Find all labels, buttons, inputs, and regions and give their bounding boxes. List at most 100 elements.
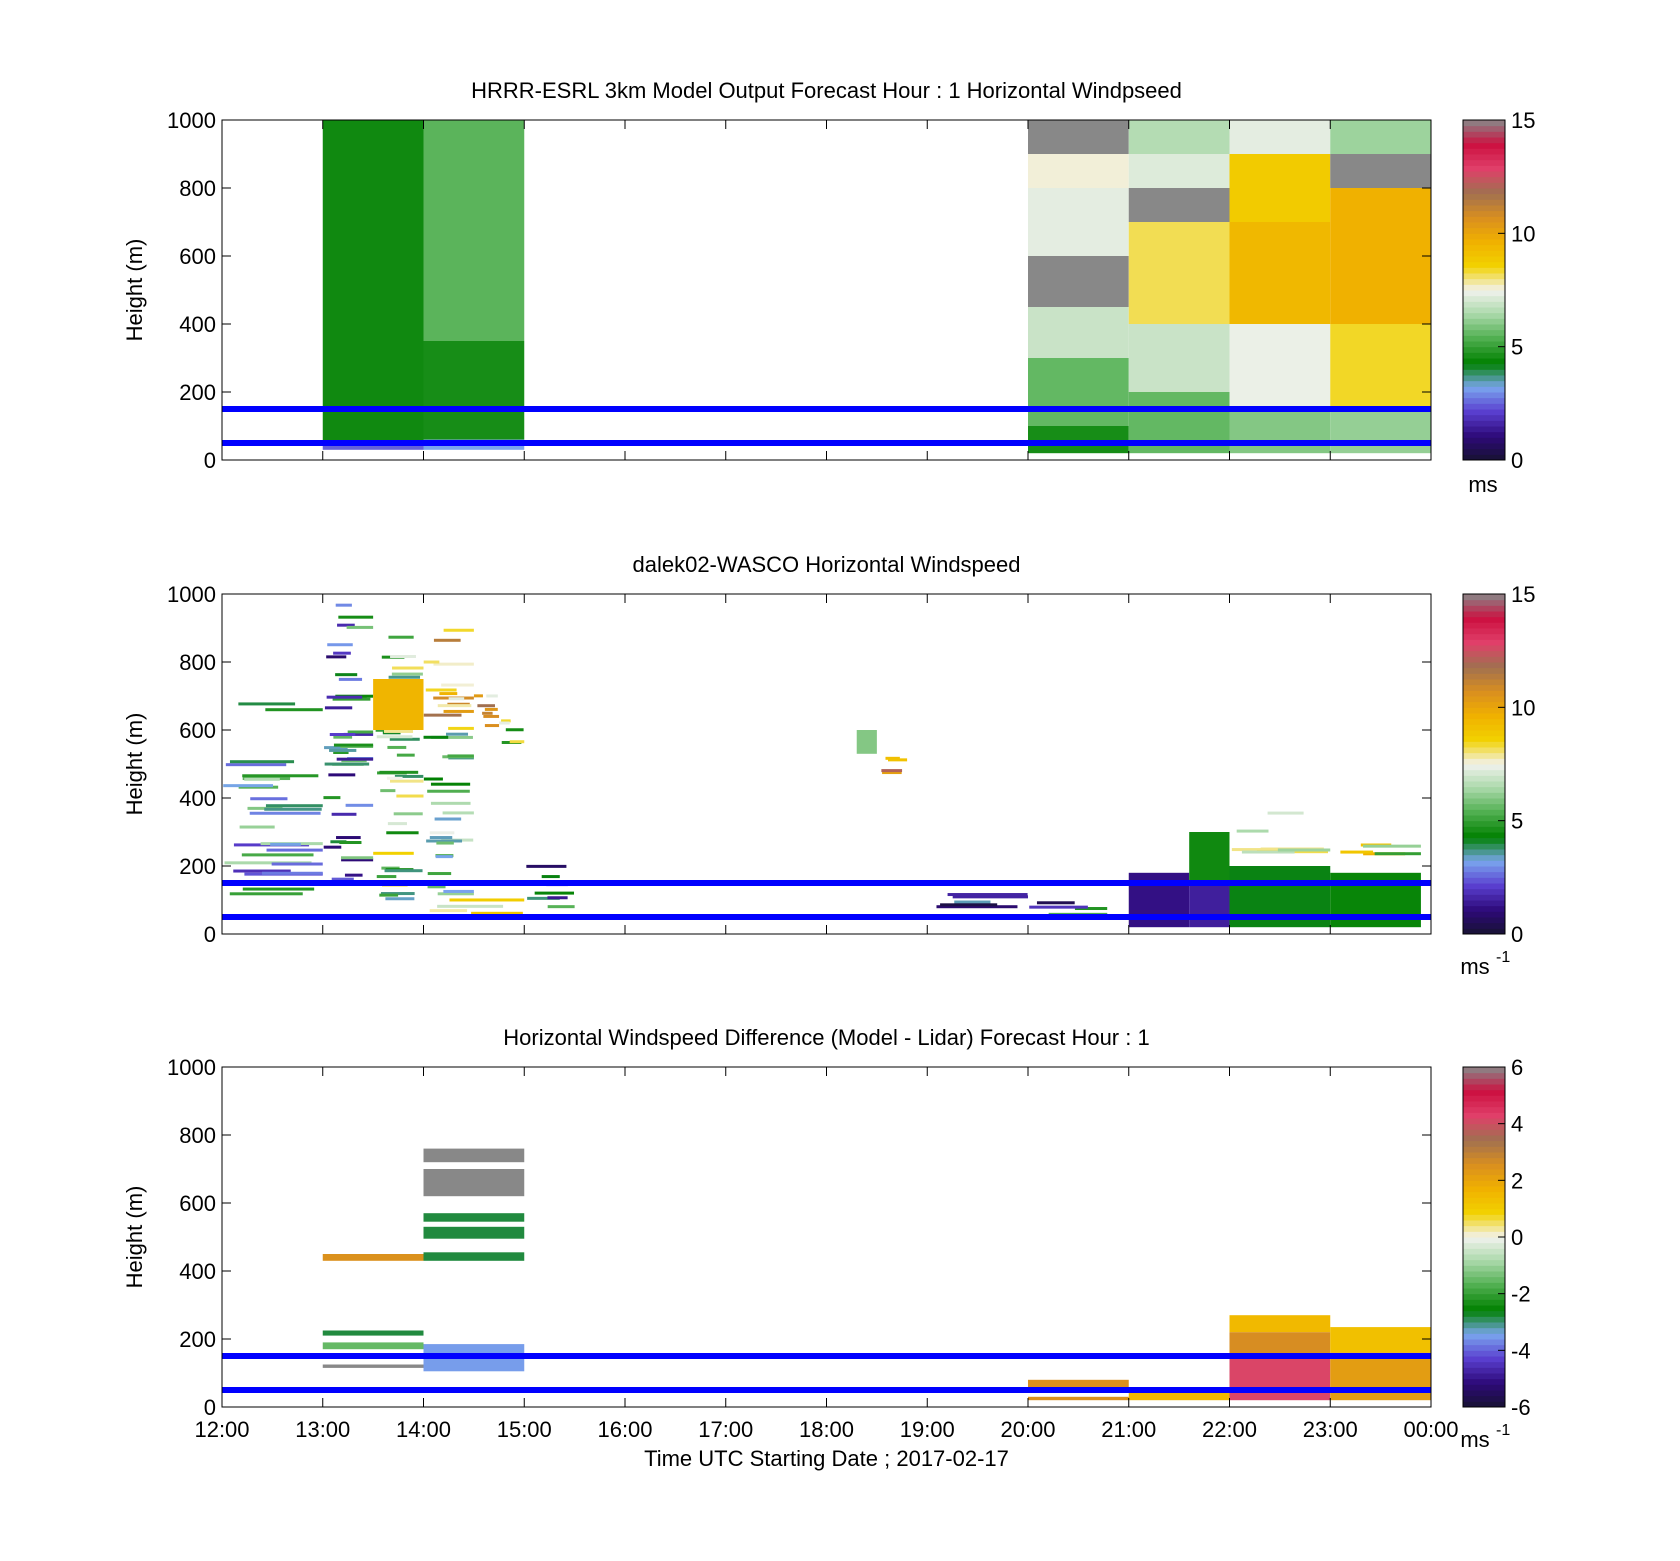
colorbar-band (1463, 1157, 1505, 1164)
data-cell (385, 897, 415, 901)
colorbar-band (1463, 826, 1505, 833)
data-cell (393, 812, 423, 816)
data-cell (1036, 901, 1075, 905)
colorbar-band (1463, 911, 1505, 918)
colorbar-band (1463, 210, 1505, 217)
data-cell (1128, 324, 1230, 392)
colorbar-unit: ms (1460, 954, 1489, 979)
colorbar-band (1463, 764, 1505, 771)
colorbar-band (1463, 380, 1505, 387)
colorbar-band (1463, 1214, 1505, 1221)
data-cell (888, 758, 908, 762)
colorbar-band (1463, 188, 1505, 195)
colorbar-unit-superscript: -1 (1496, 949, 1510, 966)
colorbar-band (1463, 1123, 1505, 1130)
x-tick-label: 16:00 (597, 1417, 652, 1442)
data-cell (1128, 1390, 1230, 1401)
data-cell (443, 628, 474, 632)
colorbar-band (1463, 1084, 1505, 1091)
data-cell (885, 756, 900, 760)
data-cell (429, 836, 453, 840)
colorbar-unit: ms (1468, 472, 1497, 497)
colorbar-band (1463, 599, 1505, 606)
data-cell (322, 1330, 424, 1336)
data-cell (1241, 850, 1295, 854)
y-tick-label: 200 (179, 380, 216, 405)
data-cell (265, 804, 323, 808)
data-cell (505, 728, 524, 732)
colorbar-band (1463, 125, 1505, 132)
x-tick-label: 19:00 (900, 1417, 955, 1442)
colorbar-band (1463, 369, 1505, 376)
data-cell (1229, 324, 1331, 409)
y-tick-label: 0 (204, 448, 216, 473)
data-cell (322, 1342, 424, 1350)
colorbar-band (1463, 735, 1505, 742)
colorbar-band (1463, 883, 1505, 890)
colorbar-band (1463, 335, 1505, 342)
colorbar-band (1463, 1254, 1505, 1261)
chart-title: HRRR-ESRL 3km Model Output Forecast Hour… (471, 78, 1182, 103)
colorbar-band (1463, 1367, 1505, 1374)
colorbar-band (1463, 205, 1505, 212)
colorbar-band (1463, 594, 1505, 601)
colorbar-band (1463, 346, 1505, 353)
data-cell (541, 875, 560, 879)
colorbar-band (1463, 1129, 1505, 1136)
colorbar-band (1463, 701, 1505, 708)
colorbar-band (1463, 267, 1505, 274)
colorbar-tick-label: 10 (1511, 695, 1535, 720)
data-cell (437, 892, 474, 896)
data-cell (1028, 358, 1129, 426)
data-cell (386, 831, 419, 835)
data-cell (396, 753, 415, 757)
colorbar-band (1463, 165, 1505, 172)
colorbar-tick-label: 0 (1511, 922, 1523, 947)
colorbar-band (1463, 1339, 1505, 1346)
data-cell (936, 905, 1018, 909)
data-cell (1374, 852, 1421, 856)
data-cell (1028, 1379, 1129, 1389)
colorbar-band (1463, 894, 1505, 901)
data-cell (443, 709, 474, 713)
data-cell (225, 763, 287, 767)
colorbar-band (1463, 318, 1505, 325)
colorbar-band (1463, 684, 1505, 691)
colorbar-band (1463, 431, 1505, 438)
colorbar-band (1463, 154, 1505, 161)
data-cell (223, 784, 274, 788)
colorbar-band (1463, 1259, 1505, 1266)
data-cell (336, 757, 374, 761)
data-cell (547, 905, 575, 909)
colorbar-band (1463, 448, 1505, 455)
x-tick-label: 00:00 (1403, 1417, 1458, 1442)
data-cell (239, 825, 275, 829)
data-cell (242, 887, 315, 891)
colorbar-band (1463, 1373, 1505, 1380)
x-tick-label: 13:00 (295, 1417, 350, 1442)
x-tick-label: 20:00 (1000, 1417, 1055, 1442)
colorbar-band (1463, 775, 1505, 782)
x-tick-label: 17:00 (698, 1417, 753, 1442)
colorbar-band (1463, 358, 1505, 365)
colorbar-band (1463, 182, 1505, 189)
data-cell (1189, 832, 1230, 883)
data-cell (423, 341, 525, 440)
data-cell (341, 858, 374, 862)
y-tick-label: 800 (179, 176, 216, 201)
colorbar-band (1463, 1089, 1505, 1096)
data-cell (431, 735, 473, 739)
colorbar-band (1463, 256, 1505, 263)
data-cell (423, 1148, 525, 1163)
colorbar-band (1463, 792, 1505, 799)
colorbar-band (1463, 690, 1505, 697)
data-cell (473, 694, 483, 698)
data-cell (233, 869, 291, 873)
data-cell (423, 660, 440, 664)
colorbar-band (1463, 741, 1505, 748)
data-cell (1028, 154, 1129, 188)
colorbar-band (1463, 667, 1505, 674)
data-cell (224, 861, 312, 865)
data-cell (242, 774, 319, 778)
